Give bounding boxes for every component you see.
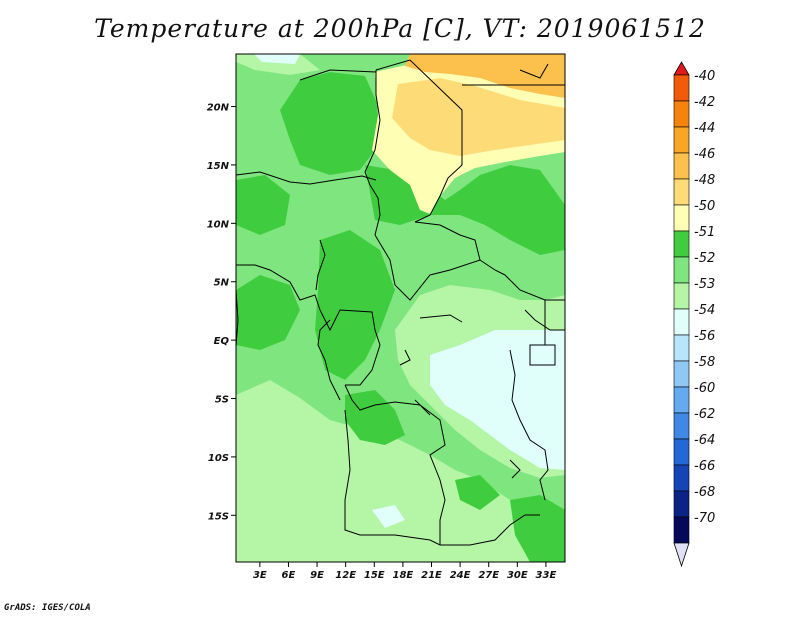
lat-tick-label: 5S (215, 395, 229, 406)
colorbar-arrow-top (673, 61, 690, 76)
latitude-axis: 20N 15N 10N 5N EQ 5S 10S 15S (207, 103, 236, 522)
colorbar-label: -44 (694, 121, 715, 136)
colorbar-label: -50 (694, 199, 715, 214)
field-region (236, 54, 320, 75)
field-region (236, 175, 290, 235)
lon-tick-label: 6E (282, 570, 296, 581)
field-region (345, 390, 405, 445)
colorbar-swatch (673, 126, 690, 154)
colorbar-label: -62 (694, 407, 715, 422)
colorbar-swatch (673, 490, 690, 518)
field-region (510, 495, 565, 562)
colorbar-swatch (673, 334, 690, 362)
longitude-axis: 3E 6E 9E 12E 15E 18E 21E 24E 27E 30E 33E (253, 562, 557, 581)
lat-tick-label: 10S (208, 453, 229, 464)
field-region (236, 275, 300, 350)
colorbar-swatch (673, 100, 690, 128)
country-borders (236, 59, 565, 546)
lat-tick-label: 5N (214, 278, 230, 289)
field-region (405, 54, 565, 98)
lat-tick-label: 15N (207, 161, 230, 172)
map-frame (235, 53, 566, 563)
colorbar-arrow-bottom (673, 542, 690, 568)
colorbar-swatch (673, 516, 690, 544)
colorbar-swatch (673, 256, 690, 284)
field-region (254, 54, 300, 64)
chart-title: Temperature at 200hPa [C], VT: 201906151… (94, 14, 706, 43)
field-region (280, 72, 380, 175)
lon-tick-label: 12E (335, 570, 356, 581)
colorbar-swatch (673, 178, 690, 206)
lon-tick-label: 15E (364, 570, 385, 581)
lon-tick-label: 3E (253, 570, 267, 581)
colorbar-label: -66 (694, 459, 715, 474)
colorbar-label: -70 (694, 511, 715, 526)
colorbar: -40 -42 -44 -46 -48 -50 -51 -52 -53 -54 -56 -58 -60 -… (673, 61, 715, 568)
lon-tick-label: 30E (507, 570, 528, 581)
colorbar-swatch (673, 438, 690, 466)
field-region (372, 505, 405, 528)
colorbar-swatch (673, 360, 690, 388)
lon-tick-label: 9E (310, 570, 324, 581)
lat-tick-label: 20N (207, 103, 230, 114)
field-region (236, 440, 340, 520)
colorbar-label: -40 (694, 69, 715, 84)
colorbar-label: -60 (694, 381, 715, 396)
colorbar-swatch (673, 464, 690, 492)
colorbar-label: -54 (694, 303, 715, 318)
colorbar-label: -51 (694, 225, 715, 240)
colorbar-label: -46 (694, 147, 715, 162)
temperature-field (236, 54, 565, 562)
colorbar-swatch (673, 308, 690, 336)
lat-tick-label: EQ (214, 336, 230, 347)
colorbar-label: -42 (694, 95, 715, 110)
colorbar-label: -53 (694, 277, 715, 292)
colorbar-label: -64 (694, 433, 715, 448)
lon-tick-label: 24E (450, 570, 471, 581)
field-region (392, 78, 565, 156)
lat-tick-label: 10N (207, 219, 230, 230)
colorbar-swatch (673, 74, 690, 102)
colorbar-swatch (673, 386, 690, 414)
colorbar-label: -68 (694, 485, 715, 500)
lon-tick-label: 33E (536, 570, 557, 581)
colorbar-label: -52 (694, 251, 715, 266)
footer-credit: GrADS: IGES/COLA (4, 603, 91, 613)
colorbar-swatch (673, 230, 690, 258)
field-region (315, 230, 395, 380)
lon-tick-label: 18E (393, 570, 414, 581)
lon-tick-label: 27E (478, 570, 499, 581)
colorbar-swatch (673, 412, 690, 440)
lon-tick-label: 21E (421, 570, 442, 581)
colorbar-swatch (673, 204, 690, 232)
field-region (455, 475, 500, 510)
colorbar-label: -58 (694, 355, 715, 370)
lat-tick-label: 15S (208, 511, 229, 522)
colorbar-swatch (673, 152, 690, 180)
colorbar-label: -48 (694, 173, 715, 188)
colorbar-swatch (673, 282, 690, 310)
colorbar-label: -56 (694, 329, 715, 344)
